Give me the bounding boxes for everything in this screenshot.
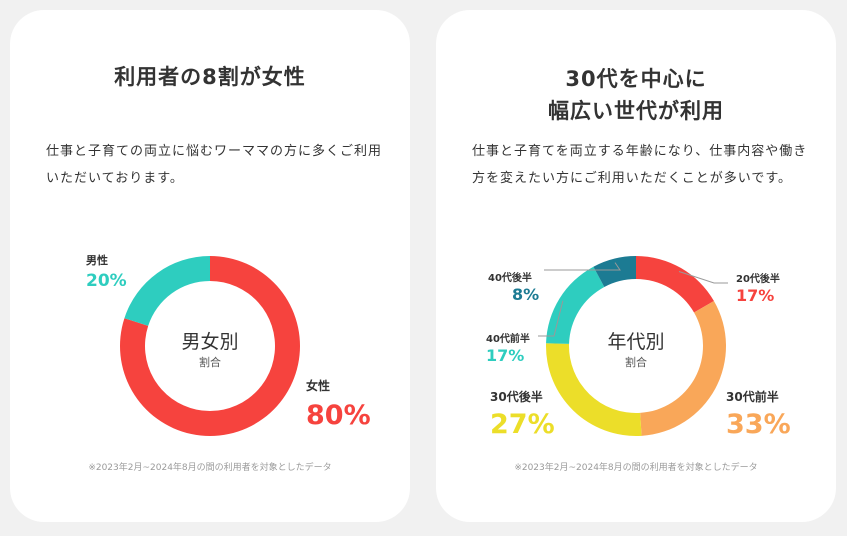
data-label: 33% [726,409,791,440]
donut-slice-2 [546,343,642,436]
legend-label: 30代前半 [726,389,779,404]
leader-line [538,300,564,337]
gender-card: 利用者の8割が女性 仕事と子育ての両立に悩むワーママの方に多くご利用いただいてお… [10,10,410,522]
data-label: 8% [512,285,539,304]
gender-card-footnote: ※2023年2月~2024年8月の間の利用者を対象としたデータ [88,463,332,473]
data-label: 80% [306,400,371,431]
gender-card-description: 仕事と子育ての両立に悩むワーママの方に多くご利用いただいております。 [46,144,383,186]
gender-card-title: 利用者の8割が女性 [114,65,306,89]
data-label: 17% [736,286,774,305]
data-label: 20% [86,271,127,291]
donut-center-subtitle: 割合 [199,355,221,369]
donut-slice-1 [124,256,210,326]
donut-center-title: 男女別 [181,331,238,353]
donut-center-subtitle: 割合 [625,355,647,369]
donut-slice-0 [636,256,714,313]
age-donut-chart: 年代別割合20代後半17%30代前半33%30代後半27%40代前半17%40代… [486,256,791,440]
legend-label: 女性 [306,378,330,393]
donut-slice-3 [546,266,605,344]
donut-center-title: 年代別 [607,331,664,353]
age-card-title-line1: 30代を中心に [565,67,707,91]
legend-label: 男性 [86,253,108,267]
legend-label: 20代後半 [736,272,780,285]
legend-label: 40代後半 [488,271,532,284]
legend-label: 40代前半 [486,332,530,345]
donut-slice-1 [640,301,726,436]
age-card-footnote: ※2023年2月~2024年8月の間の利用者を対象としたデータ [514,463,758,473]
donut-slice-4 [593,256,636,287]
age-card-title-line2: 幅広い世代が利用 [548,99,724,123]
age-card-description: 仕事と子育てを両立する年齢になり、仕事内容や働き方を変えたい方にご利用いただくこ… [472,144,808,186]
age-card: 30代を中心に 幅広い世代が利用 仕事と子育てを両立する年齢になり、仕事内容や働… [436,10,836,522]
leader-line [544,262,621,271]
data-label: 27% [490,409,555,440]
legend-label: 30代後半 [490,389,543,404]
data-label: 17% [486,346,524,365]
leader-line [678,271,728,284]
